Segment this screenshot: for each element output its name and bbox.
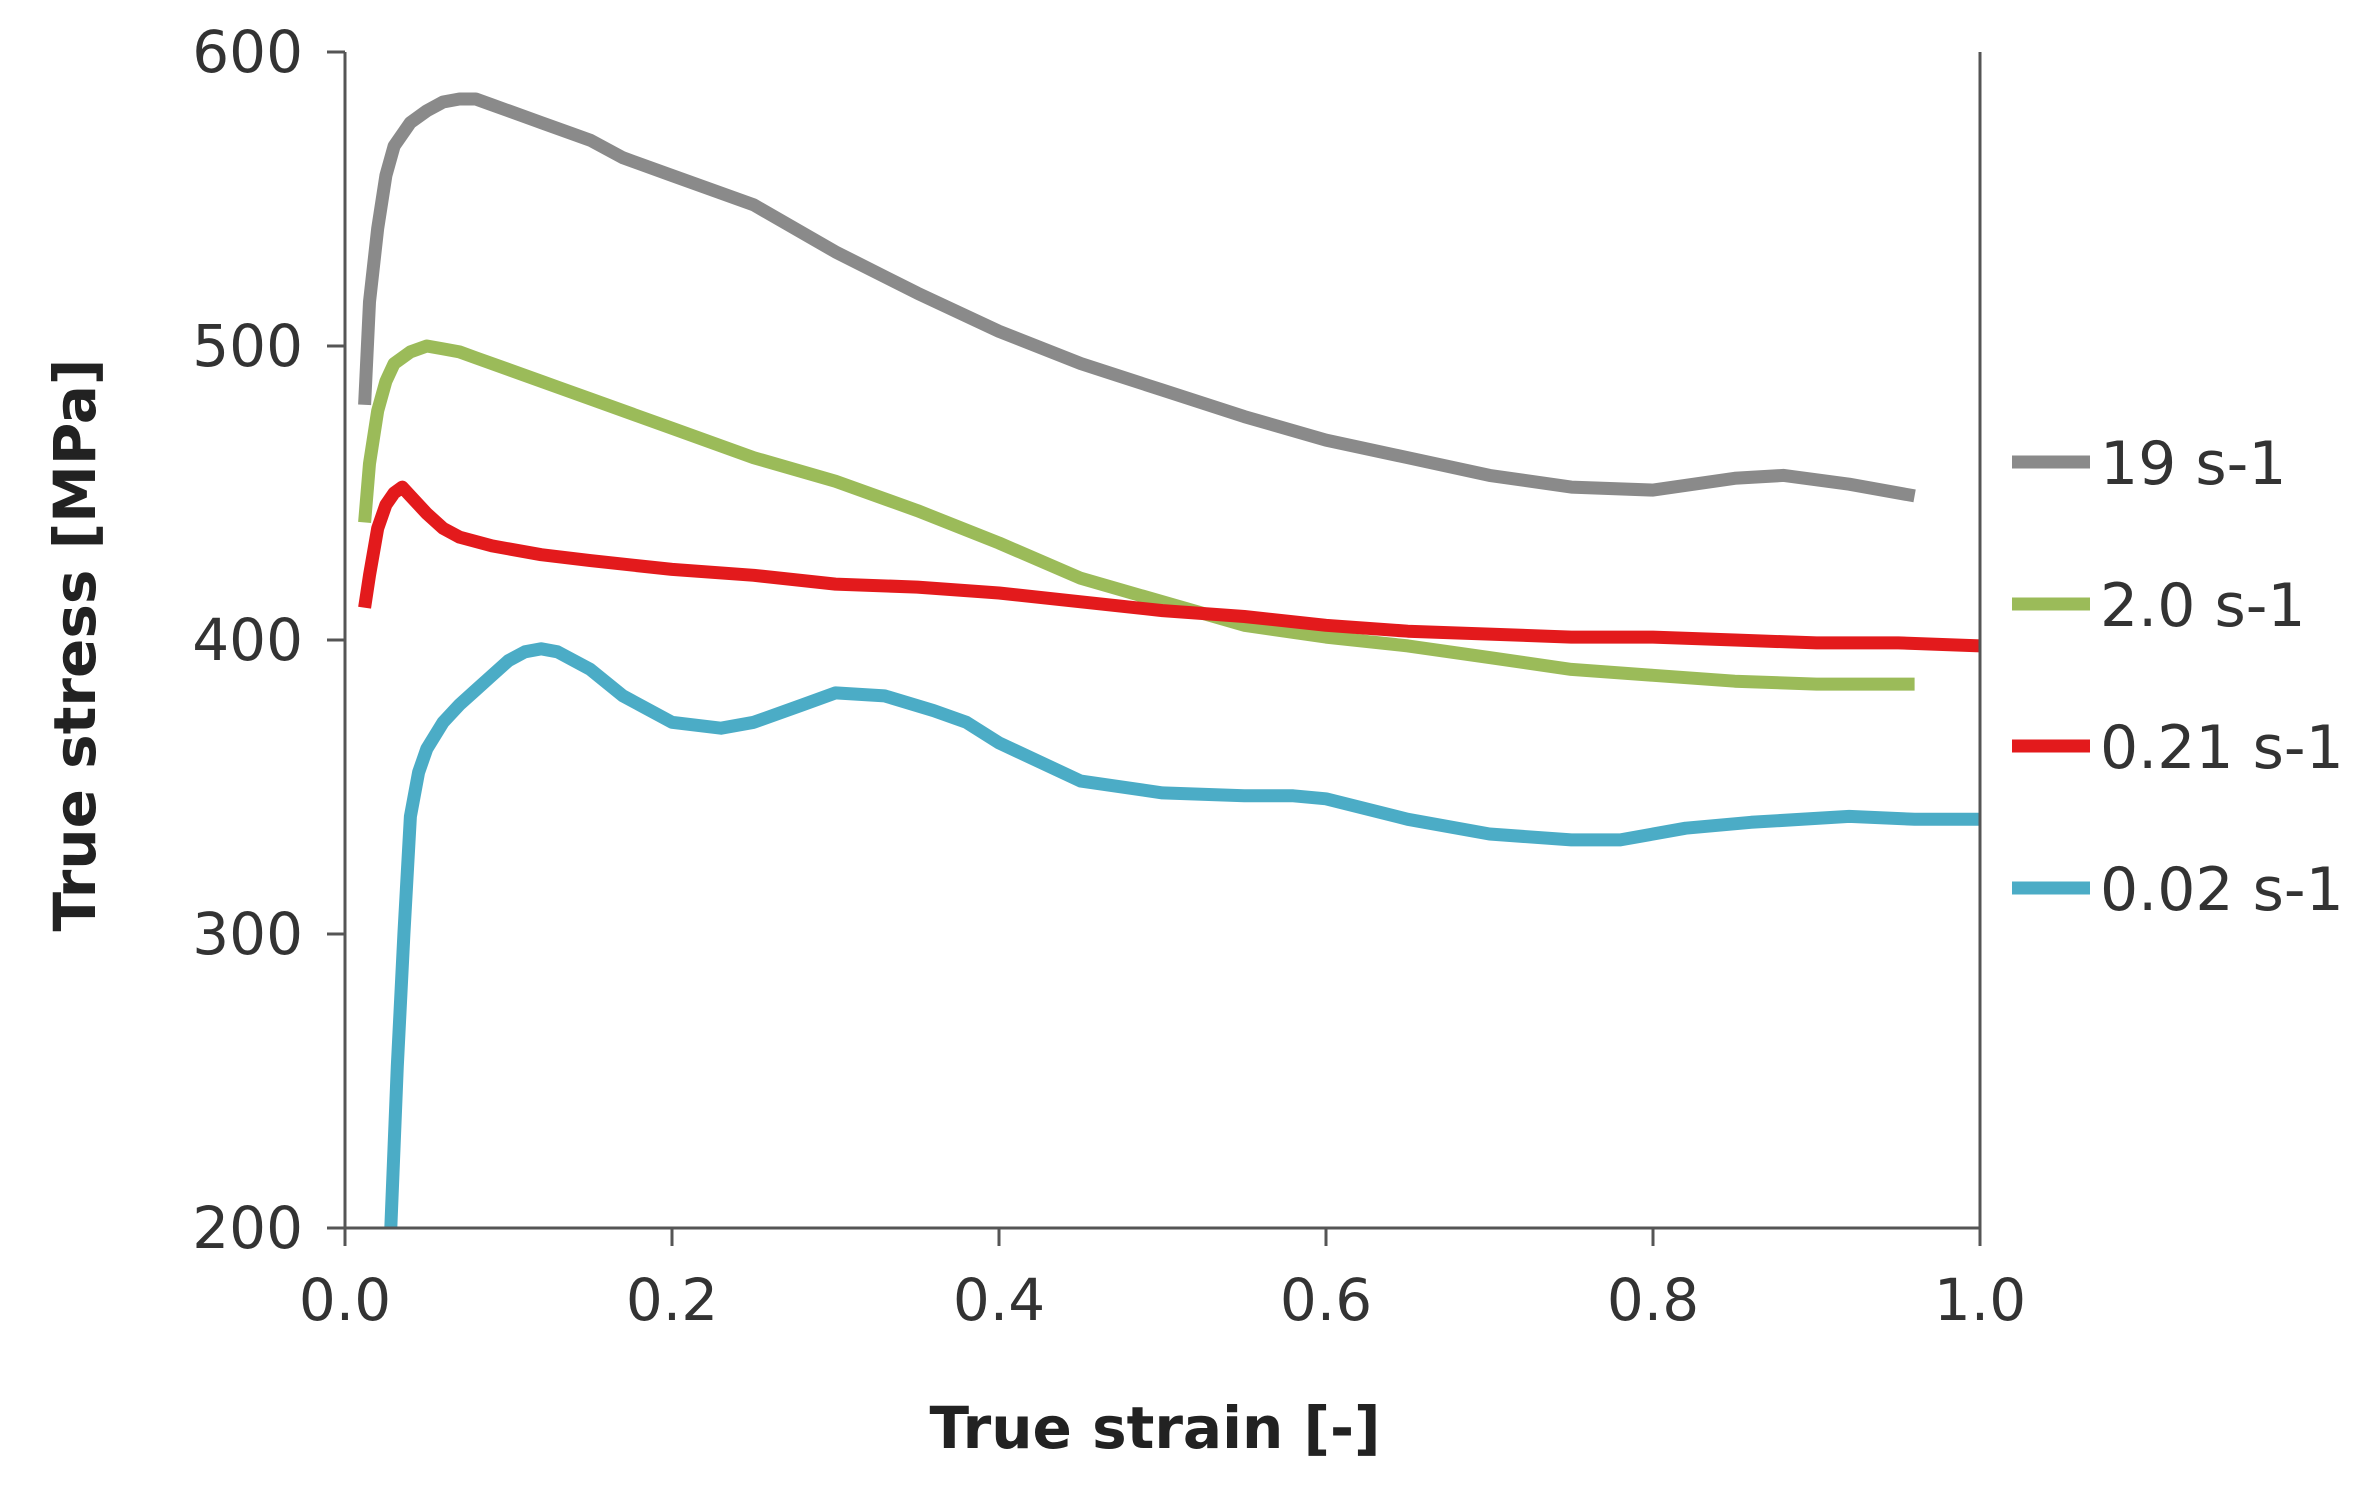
x-tick-label: 0.0 bbox=[299, 1266, 391, 1334]
series-line-19-s-1 bbox=[358, 92, 1916, 503]
series-line-0-02-s-1 bbox=[384, 642, 1980, 1229]
legend-label-0-02-s-1: 0.02 s-1 bbox=[2100, 855, 2344, 925]
x-tick-label: 0.8 bbox=[1607, 1266, 1699, 1334]
y-axis-title: True stress [MPa] bbox=[41, 359, 109, 932]
legend: 19 s-1 2.0 s-1 0.21 s-1 0.02 s-1 bbox=[2012, 429, 2344, 925]
y-tick-label: 300 bbox=[192, 900, 303, 968]
y-tick-label: 500 bbox=[192, 312, 303, 380]
y-tick-label: 200 bbox=[192, 1194, 303, 1262]
x-tick-label: 1.0 bbox=[1934, 1266, 2026, 1334]
x-tick-label: 0.2 bbox=[626, 1266, 718, 1334]
legend-label-0-21-s-1: 0.21 s-1 bbox=[2100, 713, 2344, 783]
legend-label-2-0-s-1: 2.0 s-1 bbox=[2100, 571, 2306, 641]
x-axis-title: True strain [-] bbox=[929, 1394, 1380, 1462]
series-layer bbox=[358, 92, 1981, 1229]
series-line-2-0-s-1 bbox=[358, 339, 1915, 691]
ticks-layer: 200 300 400 500 600 0.0 0.2 0.4 0.6 0.8 1.0 bbox=[192, 18, 2026, 1334]
y-tick-label: 600 bbox=[192, 18, 303, 86]
y-tick-label: 400 bbox=[192, 606, 303, 674]
x-tick-label: 0.4 bbox=[953, 1266, 1045, 1334]
series-line-0-21-s-1 bbox=[358, 480, 1981, 653]
legend-label-19-s-1: 19 s-1 bbox=[2100, 429, 2287, 499]
x-tick-label: 0.6 bbox=[1280, 1266, 1372, 1334]
